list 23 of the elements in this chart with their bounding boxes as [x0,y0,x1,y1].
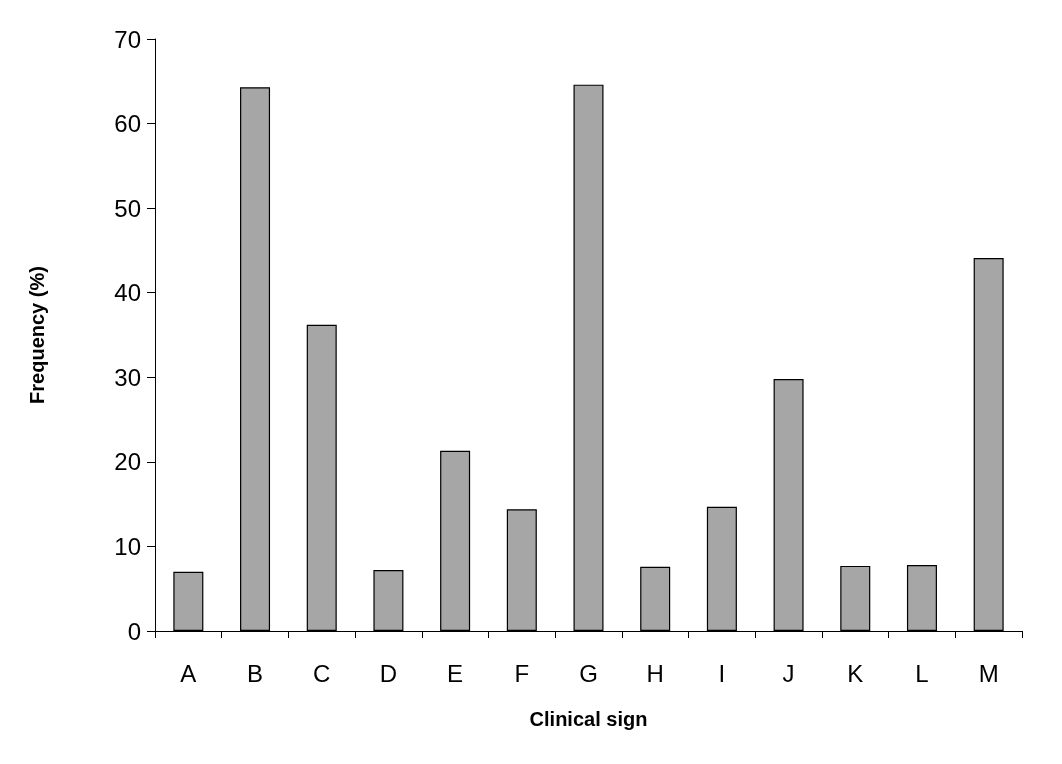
x-tick-label: F [514,659,530,687]
x-tick-label: B [247,659,264,687]
x-tick-label: A [180,659,197,687]
x-tick-label: H [646,659,664,687]
y-tick-label: 0 [127,617,141,645]
x-tick-label: E [447,659,464,687]
x-tick-label: I [718,659,726,687]
y-tick-label: 60 [114,110,141,138]
x-tick-label: C [313,659,331,687]
y-tick-label: 40 [114,279,141,307]
x-tick-label: D [379,659,398,687]
y-tick-label: 70 [114,25,141,53]
y-axis-title: Frequency (%) [26,266,48,404]
y-tick-label: 10 [114,532,141,560]
x-tick-label: J [782,659,795,687]
x-tick-label: L [915,659,929,687]
y-tick-label: 20 [114,448,141,476]
x-tick-label: M [978,659,999,687]
x-tick-label: G [579,659,598,687]
y-tick-label: 50 [114,194,141,222]
y-tick-label: 30 [114,363,141,391]
x-tick-label: K [847,659,864,687]
x-axis-title: Clinical sign [529,708,648,730]
